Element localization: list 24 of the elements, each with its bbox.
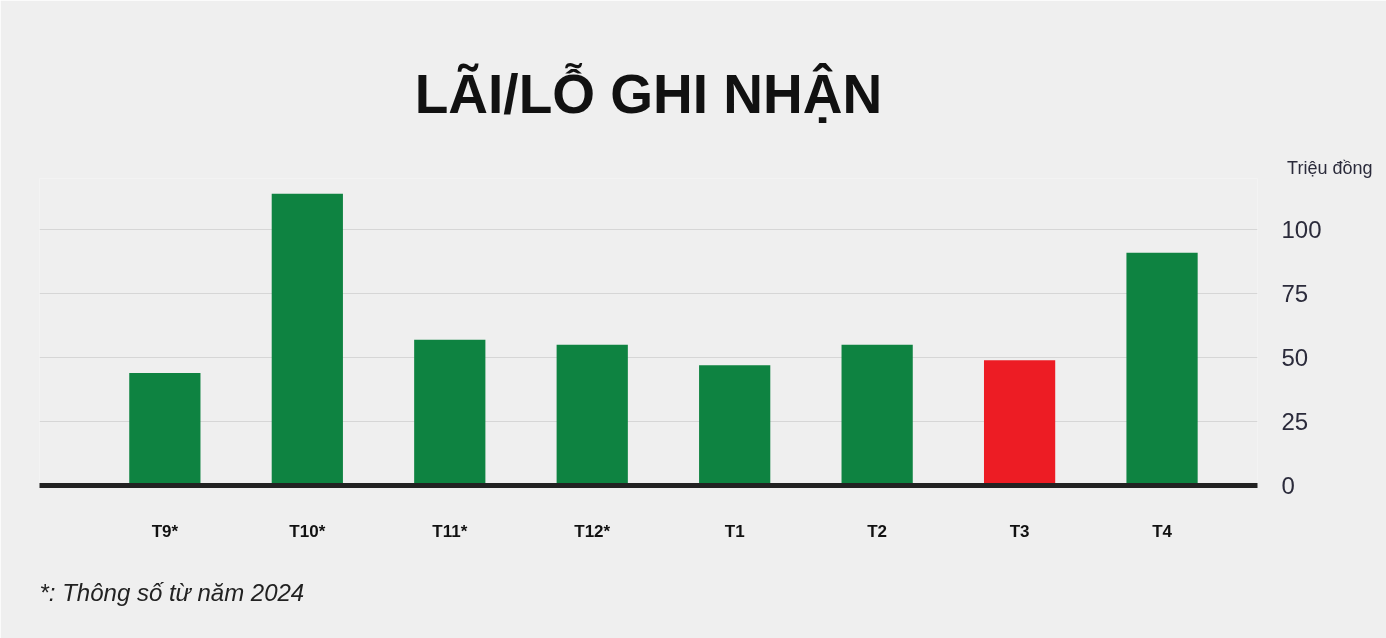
text: *: Thông số từ năm 2024 (39, 578, 305, 606)
x-tick-label: T11* (432, 521, 468, 541)
y-tick-label: 100 (1281, 216, 1322, 244)
y-tick-label: 50 (1281, 344, 1309, 372)
x-tick-label: T4 (1152, 521, 1173, 541)
y-tick-label: 0 (1281, 472, 1295, 499)
y-tick-label: 75 (1281, 280, 1309, 308)
y-tick-label: 25 (1281, 408, 1309, 436)
x-tick-label: T12* (574, 521, 611, 541)
bar (271, 193, 343, 486)
bar (841, 344, 913, 486)
bar (699, 365, 771, 486)
bar (129, 372, 201, 486)
bar (414, 339, 486, 486)
chart-title: LÃI/LỖ GHI NHẬN (414, 62, 883, 125)
x-tick-label: T10* (289, 521, 326, 541)
bar (556, 344, 628, 486)
bar (1126, 252, 1198, 486)
x-tick-label: T9* (151, 521, 179, 541)
y-axis-title: Triệu đồng (1287, 157, 1373, 178)
bar (983, 360, 1056, 486)
x-tick-label: T3 (1009, 521, 1030, 541)
x-tick-label: T2 (867, 521, 888, 541)
x-tick-label: T1 (724, 521, 745, 541)
